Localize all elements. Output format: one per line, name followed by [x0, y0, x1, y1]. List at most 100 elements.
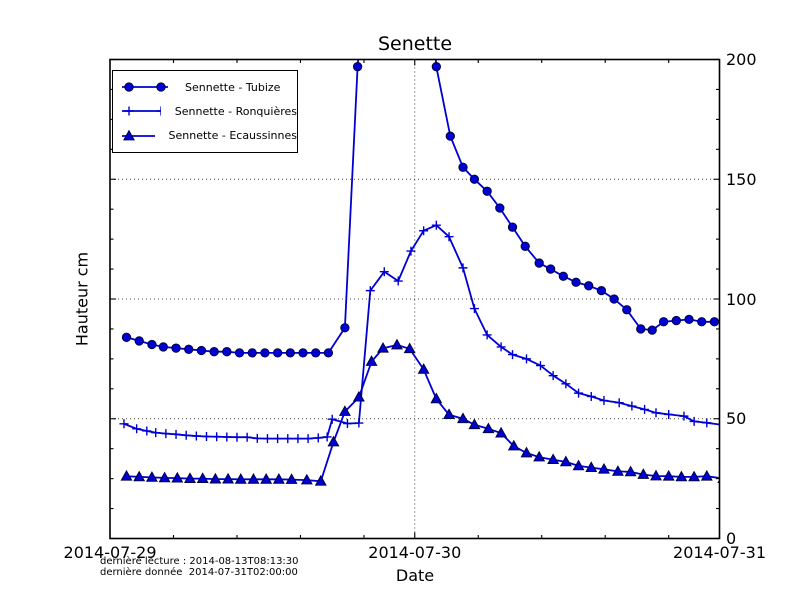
plus-marker	[273, 434, 283, 444]
plus-marker	[132, 424, 142, 434]
plus-marker	[354, 418, 364, 428]
triangle-marker	[443, 408, 456, 420]
plus-marker	[242, 432, 252, 442]
circle-marker	[647, 325, 657, 335]
circle-marker	[596, 285, 607, 296]
plus-marker	[431, 220, 441, 230]
triangle-marker	[133, 470, 146, 482]
circle-marker	[352, 62, 363, 72]
legend-label: Sennette - Tubize	[185, 80, 281, 94]
triangle-marker	[377, 342, 389, 353]
y-tick-label: 0	[726, 529, 737, 548]
legend-circle-marker-sample	[122, 82, 168, 92]
circle-marker	[431, 62, 441, 72]
triangle-marker	[688, 470, 701, 482]
y-tick-label: 150	[726, 169, 757, 189]
plus-marker	[406, 246, 416, 256]
triangle-marker	[482, 422, 495, 434]
circle-marker	[495, 203, 505, 213]
plus-marker	[702, 418, 712, 428]
circle-marker	[507, 222, 518, 232]
circle-marker	[671, 315, 681, 326]
plus-marker	[171, 429, 181, 439]
plus-marker	[640, 404, 650, 414]
triangle-marker	[171, 471, 184, 483]
circle-marker	[147, 339, 157, 350]
triangle-marker	[338, 405, 351, 416]
legend-plus-marker-sample	[122, 106, 161, 116]
plus-marker	[142, 426, 152, 436]
triangle-marker	[247, 473, 260, 484]
triangle-marker	[314, 474, 327, 486]
circle-marker	[134, 336, 144, 346]
plus-marker	[181, 430, 191, 440]
legend-row: Sennette - Ecaussinnes	[119, 128, 297, 144]
circle-marker	[158, 342, 168, 352]
circle-marker	[534, 258, 544, 268]
plus-marker	[599, 396, 609, 406]
plus-marker	[521, 354, 531, 364]
triangle-marker	[533, 450, 546, 462]
plus-marker	[322, 432, 332, 442]
plus-marker	[365, 286, 375, 296]
circle-marker	[658, 317, 669, 327]
plus-marker	[458, 263, 468, 273]
legend-row: Sennette - Ronquières	[119, 103, 297, 119]
triangle-marker	[495, 426, 508, 438]
circle-marker	[156, 82, 166, 92]
plus-marker	[252, 433, 262, 443]
plus-marker	[222, 432, 232, 442]
circle-marker	[311, 348, 321, 358]
triangle-marker	[520, 446, 533, 458]
plus-marker	[664, 409, 674, 419]
plus-marker	[689, 416, 699, 426]
circle-marker	[272, 348, 283, 358]
triangle-marker	[222, 472, 235, 484]
x-tick-label: 2014-07-29	[63, 543, 157, 562]
circle-marker	[520, 241, 530, 251]
circle-marker	[622, 305, 632, 315]
triangle-marker	[624, 465, 637, 477]
plus-marker	[342, 419, 352, 429]
circle-marker	[571, 277, 581, 287]
plus-marker	[482, 330, 492, 340]
circle-marker	[209, 347, 219, 357]
plus-marker	[651, 408, 661, 418]
triangle-marker	[430, 392, 443, 404]
triangle-marker	[468, 418, 481, 430]
plus-marker	[156, 106, 161, 116]
annotation-derniere-lecture: dernière lecture : 2014-08-13T08:13:30	[100, 556, 299, 567]
circle-marker	[298, 348, 308, 358]
plus-marker	[586, 391, 596, 401]
plus-marker	[469, 304, 479, 314]
plus-marker	[393, 276, 403, 286]
circle-marker	[121, 332, 132, 342]
triangle-marker	[417, 363, 430, 374]
plus-marker	[124, 106, 134, 116]
triangle-marker	[184, 472, 196, 483]
plus-marker	[535, 361, 545, 371]
triangle-marker	[260, 473, 273, 484]
x-tick-label: 2014-07-31	[673, 543, 766, 562]
triangle-marker	[403, 342, 416, 354]
triangle-marker	[365, 355, 378, 366]
plus-marker	[508, 350, 518, 360]
circle-marker	[469, 174, 480, 184]
triangle-marker	[145, 471, 158, 482]
triangle-marker	[507, 439, 520, 451]
triangle-marker	[327, 435, 340, 447]
plus-marker	[151, 428, 161, 438]
circle-marker	[445, 131, 455, 141]
triangle-marker	[158, 471, 171, 483]
circle-marker	[636, 324, 646, 334]
triangle-marker	[272, 473, 285, 484]
circle-marker	[584, 281, 594, 291]
y-tick-label: 100	[726, 289, 757, 309]
triangle-marker	[585, 461, 598, 472]
plus-marker	[232, 432, 242, 442]
triangle-marker	[572, 459, 585, 471]
circle-marker	[697, 317, 707, 327]
plus-marker	[327, 414, 337, 424]
